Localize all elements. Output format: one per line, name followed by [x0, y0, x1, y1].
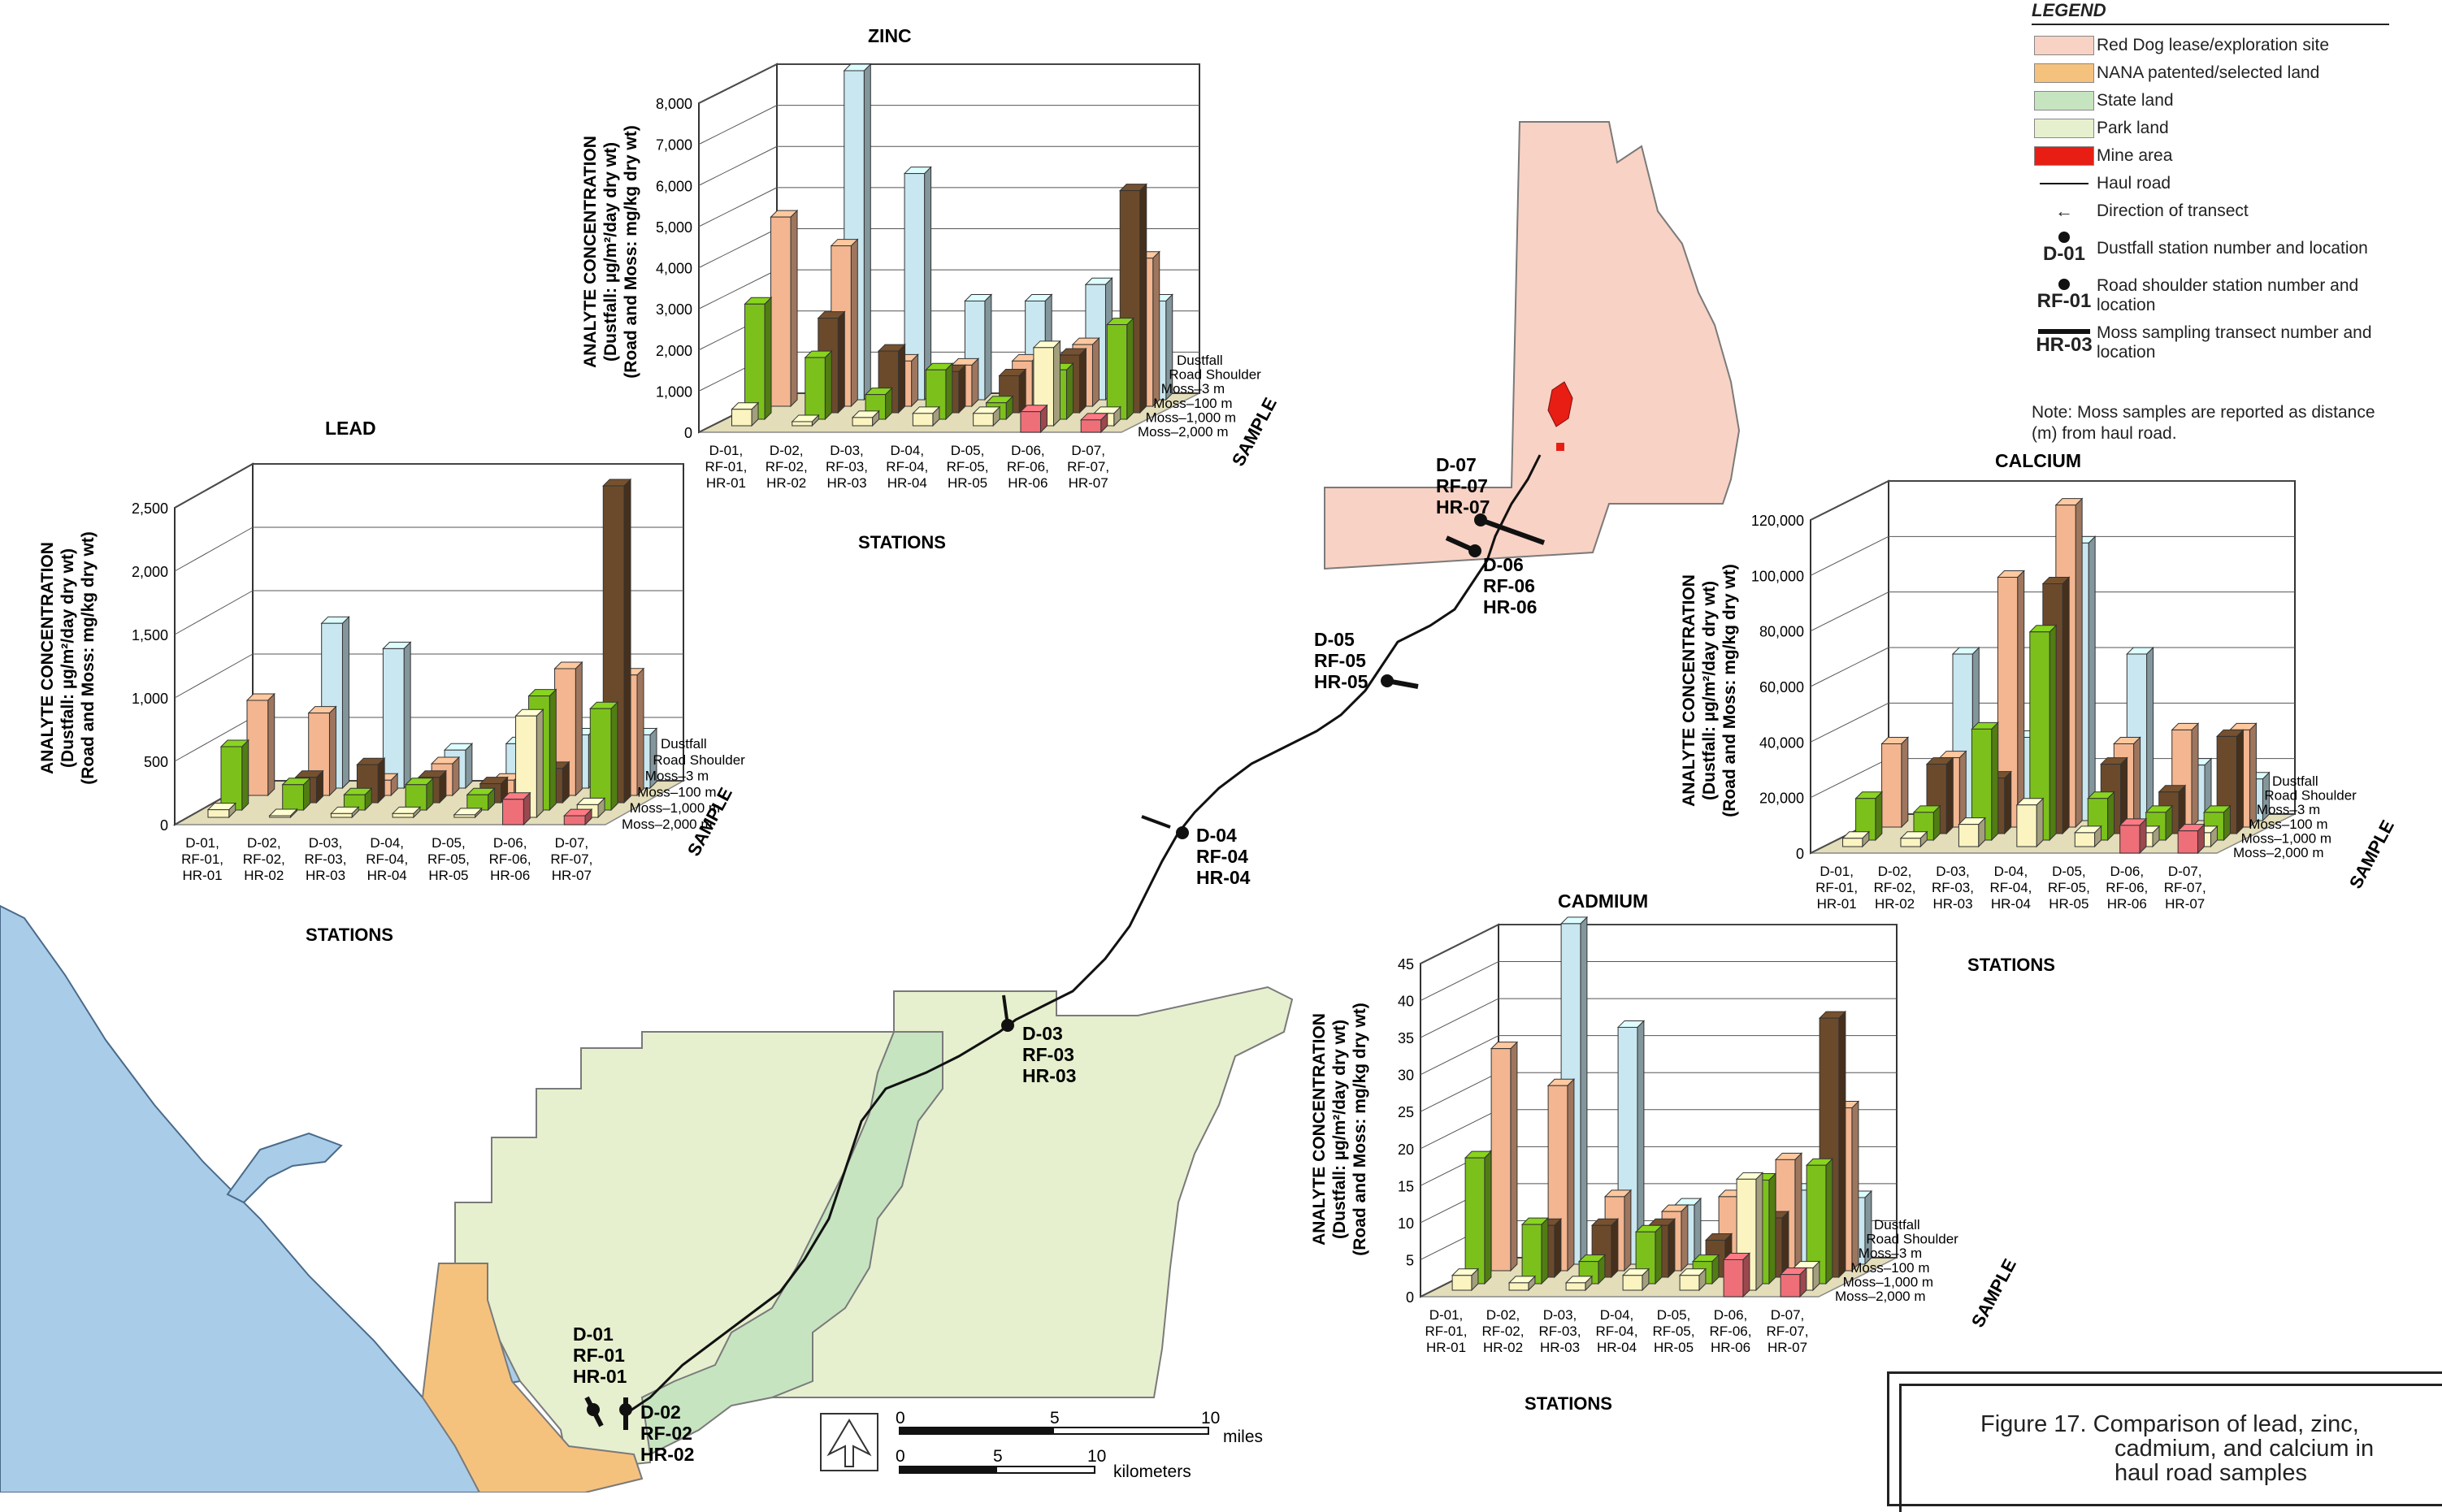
svg-text:0: 0 — [896, 1447, 905, 1466]
svg-text:D-02: D-02 — [640, 1402, 681, 1423]
svg-text:HR-07: HR-07 — [1436, 496, 1490, 518]
svg-text:RF-06: RF-06 — [1483, 575, 1535, 596]
svg-text:D-07: D-07 — [1436, 454, 1477, 475]
lagoon — [226, 1132, 343, 1204]
station-07[interactable]: D-07 RF-07 HR-07 — [1436, 454, 1546, 545]
legend-item-nana: NANA patented/selected land — [2032, 59, 2389, 87]
legend-title: LEGEND — [2032, 0, 2389, 25]
station-02[interactable]: D-02 RF-02 HR-02 — [619, 1397, 694, 1465]
red-dog-lease — [1324, 121, 1741, 570]
svg-text:5: 5 — [1050, 1409, 1060, 1428]
legend-item-arrow: ← Direction of transect — [2055, 201, 2249, 221]
svg-text:HR-02: HR-02 — [640, 1444, 694, 1465]
svg-text:D-06: D-06 — [1483, 554, 1524, 575]
haul-road-icon — [2040, 183, 2088, 184]
svg-text:D-05: D-05 — [1314, 629, 1355, 650]
svg-text:10: 10 — [1201, 1409, 1220, 1428]
svg-text:RF-07: RF-07 — [1436, 475, 1488, 496]
legend-item-lease: Red Dog lease/exploration site — [2032, 32, 2389, 59]
swatch-nana — [2034, 63, 2094, 83]
haul-road — [625, 454, 1542, 1415]
station-01[interactable]: D-01 RF-01 HR-01 — [573, 1324, 627, 1428]
swatch-lease — [2034, 36, 2094, 55]
svg-text:D-03: D-03 — [1022, 1023, 1063, 1044]
svg-text:D-01: D-01 — [573, 1324, 614, 1345]
state-land — [640, 1031, 943, 1456]
mine-area — [1556, 443, 1564, 451]
svg-text:HR-03: HR-03 — [1022, 1065, 1076, 1086]
legend-item-park: Park land — [2032, 115, 2389, 142]
svg-text:HR-05: HR-05 — [1314, 671, 1368, 692]
svg-text:RF-01: RF-01 — [573, 1345, 625, 1366]
svg-text:miles: miles — [1223, 1428, 1263, 1446]
svg-text:kilometers: kilometers — [1113, 1462, 1191, 1481]
station-06[interactable]: D-06 RF-06 HR-06 — [1445, 535, 1537, 617]
swatch-mine — [2034, 146, 2094, 166]
figure-caption: Figure 17. Comparison of lead, zinc, cad… — [1980, 1411, 2375, 1486]
north-arrow-icon — [820, 1413, 878, 1471]
mine-area — [1547, 381, 1573, 427]
legend-item-road-shoulder: RF-01 Road shoulder station number and l… — [2036, 276, 2359, 314]
station-04[interactable]: D-04 RF-04 HR-04 — [1141, 815, 1251, 888]
swatch-state — [2034, 91, 2094, 110]
scale-bar: 0 5 10 miles 0 5 10 kilometers — [896, 1409, 1263, 1481]
transect-bar-icon — [2038, 329, 2090, 334]
legend-item-state: State land — [2032, 87, 2389, 115]
legend-item-road: Haul road — [2032, 170, 2389, 197]
moss-note: Note: Moss samples are reported as dista… — [2032, 403, 2375, 443]
svg-text:HR-01: HR-01 — [573, 1366, 627, 1387]
dot-icon — [2058, 279, 2070, 290]
svg-text:D-04: D-04 — [1196, 825, 1237, 846]
svg-text:HR-06: HR-06 — [1483, 596, 1537, 617]
dot-icon — [2058, 232, 2070, 243]
legend-item-dustfall: D-01 Dustfall station number and locatio… — [2032, 225, 2389, 272]
svg-text:10: 10 — [1087, 1447, 1106, 1466]
swatch-park — [2034, 119, 2094, 138]
station-05[interactable]: D-05 RF-05 HR-05 — [1314, 629, 1419, 692]
svg-text:RF-03: RF-03 — [1022, 1044, 1074, 1065]
svg-text:RF-02: RF-02 — [640, 1423, 692, 1444]
svg-text:RF-04: RF-04 — [1196, 846, 1248, 867]
arrow-icon: ← — [2055, 201, 2073, 221]
nana-land — [421, 1263, 644, 1493]
station-03[interactable]: D-03 RF-03 HR-03 — [1001, 994, 1076, 1086]
svg-text:RF-05: RF-05 — [1314, 650, 1366, 671]
legend: LEGEND Red Dog lease/exploration site NA… — [2032, 0, 2389, 366]
svg-text:HR-04: HR-04 — [1196, 867, 1251, 888]
legend-item-mine: Mine area — [2032, 142, 2389, 170]
svg-text:5: 5 — [993, 1447, 1003, 1466]
svg-text:0: 0 — [896, 1409, 905, 1428]
legend-item-moss: HR-03 Moss sampling transect number and … — [2036, 323, 2372, 362]
